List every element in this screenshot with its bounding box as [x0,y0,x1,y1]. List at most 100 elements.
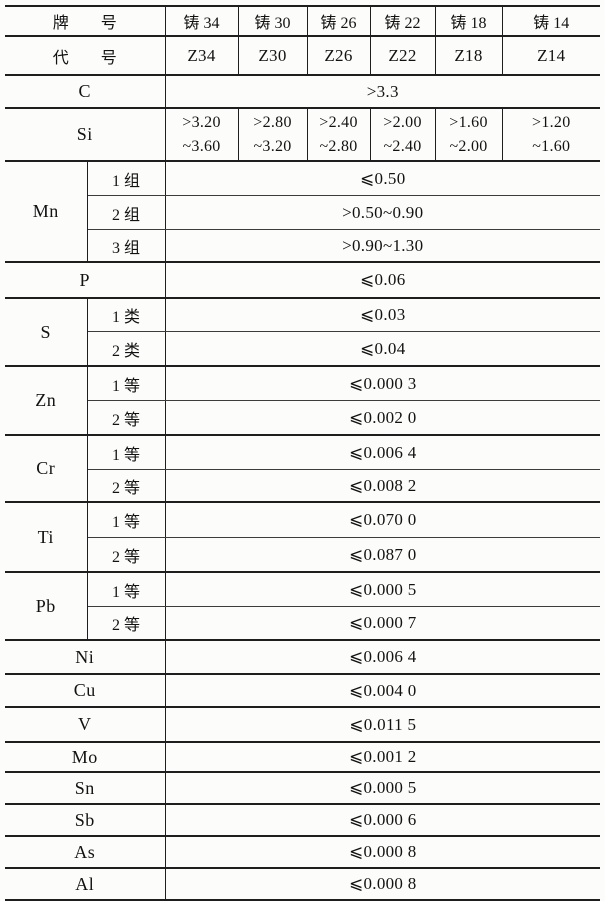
range-upper: >2.40 [319,113,358,131]
row-ni: Ni ⩽0.006 4 [5,640,601,675]
scanned-table-page: 牌 号 铸 34 铸 30 铸 26 铸 22 铸 18 铸 14 代 号 Z3… [0,5,605,901]
code-cell: Z30 [238,36,308,76]
row-s-1: S 1 类 ⩽0.03 [5,298,601,367]
si-range-cell: >2.00 ~2.40 [370,108,436,162]
grade-cell: 铸 14 [502,5,601,37]
element-symbol: Ni [5,640,166,675]
spec-value: ⩽0.000 5 [165,772,601,805]
row-pb-1: Pb 1 等 ⩽0.000 5 [5,572,601,641]
row-zn-1: Zn 1 等 ⩽0.000 3 [5,366,601,436]
range-upper: >1.20 [532,113,571,131]
si-range-cell: >2.80 ~3.20 [238,108,308,162]
row-cu: Cu ⩽0.004 0 [5,674,601,708]
spec-value: ⩽0.070 0 [165,502,601,538]
row-al: Al ⩽0.000 8 [5,868,601,901]
composition-table: 牌 号 铸 34 铸 30 铸 26 铸 22 铸 18 铸 14 代 号 Z3… [5,5,601,901]
spec-value: ⩽0.087 0 [165,537,601,573]
range-lower: ~1.60 [532,137,571,155]
sub-label: 2 组 [87,195,166,230]
spec-value: ⩽0.06 [165,262,601,299]
spec-value: ⩽0.002 0 [165,400,601,436]
grade-cell: 铸 26 [307,5,371,37]
grade-cell: 铸 22 [370,5,436,37]
code-cell: Z34 [165,36,239,76]
spec-value: ⩽0.50 [165,161,601,196]
row-mn-1: Mn 1 组 ⩽0.50 [5,161,601,263]
code-cell: Z14 [502,36,601,76]
sub-label: 1 组 [87,161,166,196]
si-range-cell: >1.60 ~2.00 [435,108,503,162]
element-symbol: Pb [5,572,88,641]
element-symbol: S [5,298,88,367]
element-symbol: P [5,262,166,299]
spec-value: ⩽0.004 0 [165,674,601,708]
row-p: P ⩽0.06 [5,262,601,299]
range-upper: >2.00 [383,113,422,131]
spec-value: ⩽0.001 2 [165,742,601,773]
spec-value: >0.90~1.30 [165,229,601,263]
row-pb-2: 2 等 ⩽0.000 7 [5,606,601,641]
sub-label: 3 组 [87,229,166,263]
si-range-cell: >3.20 ~3.60 [165,108,239,162]
range-lower: ~2.80 [319,137,358,155]
range-upper: >1.60 [449,113,488,131]
spec-value: ⩽0.008 2 [165,469,601,503]
element-symbol: Zn [5,366,88,436]
row-cr-2: 2 等 ⩽0.008 2 [5,469,601,503]
element-symbol: As [5,836,166,869]
sub-label: 2 等 [87,469,166,503]
code-row: 代 号 Z34 Z30 Z26 Z22 Z18 Z14 [5,36,601,76]
row-mn-3: 3 组 >0.90~1.30 [5,229,601,263]
spec-value: ⩽0.006 4 [165,435,601,470]
spec-value: ⩽0.000 8 [165,836,601,869]
code-cell: Z22 [370,36,436,76]
spec-value: ⩽0.011 5 [165,707,601,743]
spec-value: ⩽0.04 [165,331,601,367]
code-cell: Z18 [435,36,503,76]
spec-value: ⩽0.006 4 [165,640,601,675]
element-symbol: Mn [5,161,88,263]
sub-label: 2 类 [87,331,166,367]
range-lower: ~3.60 [182,137,221,155]
element-symbol: Sb [5,804,166,837]
row-ti-1: Ti 1 等 ⩽0.070 0 [5,502,601,573]
element-symbol: Sn [5,772,166,805]
element-symbol: Ti [5,502,88,573]
spec-value: ⩽0.000 6 [165,804,601,837]
spec-value: ⩽0.000 8 [165,868,601,901]
grade-row: 牌 号 铸 34 铸 30 铸 26 铸 22 铸 18 铸 14 [5,5,601,37]
element-symbol: Cu [5,674,166,708]
row-si: Si >3.20 ~3.60 >2.80 ~3.20 >2.40 ~2.80 >… [5,108,601,162]
sub-label: 1 等 [87,366,166,401]
spec-value: ⩽0.000 3 [165,366,601,401]
element-symbol: V [5,707,166,743]
si-range-cell: >1.20 ~1.60 [502,108,601,162]
row-c: C >3.3 [5,75,601,109]
spec-value: ⩽0.000 7 [165,606,601,641]
element-symbol: C [5,75,166,109]
range-lower: ~3.20 [253,137,292,155]
row-v: V ⩽0.011 5 [5,707,601,743]
range-upper: >3.20 [182,113,221,131]
sub-label: 1 等 [87,572,166,607]
row-sb: Sb ⩽0.000 6 [5,804,601,837]
sub-label: 1 等 [87,502,166,538]
element-symbol: Mo [5,742,166,773]
spec-value: ⩽0.03 [165,298,601,332]
sub-label: 1 类 [87,298,166,332]
sub-label: 2 等 [87,606,166,641]
si-range-cell: >2.40 ~2.80 [307,108,371,162]
row-cr-1: Cr 1 等 ⩽0.006 4 [5,435,601,503]
sub-label: 2 等 [87,400,166,436]
row-s-2: 2 类 ⩽0.04 [5,331,601,367]
grade-cell: 铸 18 [435,5,503,37]
element-symbol: Al [5,868,166,901]
spec-value: >3.3 [165,75,601,109]
grade-header-label: 牌 号 [5,5,166,37]
sub-label: 2 等 [87,537,166,573]
code-cell: Z26 [307,36,371,76]
row-zn-2: 2 等 ⩽0.002 0 [5,400,601,436]
element-symbol: Si [5,108,166,162]
element-symbol: Cr [5,435,88,503]
row-as: As ⩽0.000 8 [5,836,601,869]
